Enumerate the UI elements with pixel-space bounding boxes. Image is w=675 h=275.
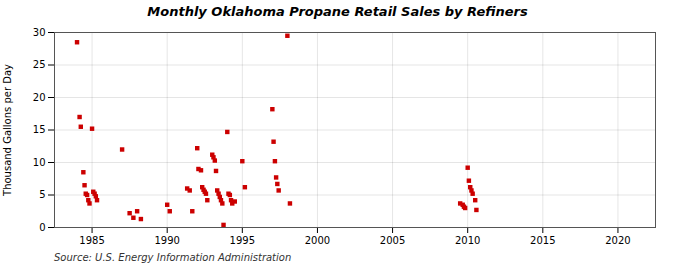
- svg-text:20: 20: [33, 92, 46, 103]
- html-text:Monthly Oklahoma Propane Retai: Monthly Oklahoma Propane Retail Sales by…: [147, 4, 528, 19]
- svg-text:2020: 2020: [605, 235, 630, 246]
- svg-text:5: 5: [39, 189, 45, 200]
- svg-text:25: 25: [33, 59, 46, 70]
- svg-text:2005: 2005: [380, 235, 405, 246]
- svg-text:1985: 1985: [79, 235, 104, 246]
- svg-text:2010: 2010: [455, 235, 480, 246]
- svg-text:1995: 1995: [230, 235, 255, 246]
- svg-text:2000: 2000: [305, 235, 330, 246]
- svg-text:15: 15: [33, 124, 46, 135]
- svg-text:10: 10: [33, 157, 46, 168]
- html-text:Source: U.S. Energy Informatio: Source: U.S. Energy Information Administ…: [54, 252, 292, 263]
- svg-text:2015: 2015: [530, 235, 555, 246]
- svg-text:1990: 1990: [154, 235, 179, 246]
- svg-text:Thousand Gallons per Day: Thousand Gallons per Day: [2, 64, 13, 197]
- svg-text:30: 30: [33, 27, 46, 38]
- svg-text:0: 0: [39, 222, 45, 233]
